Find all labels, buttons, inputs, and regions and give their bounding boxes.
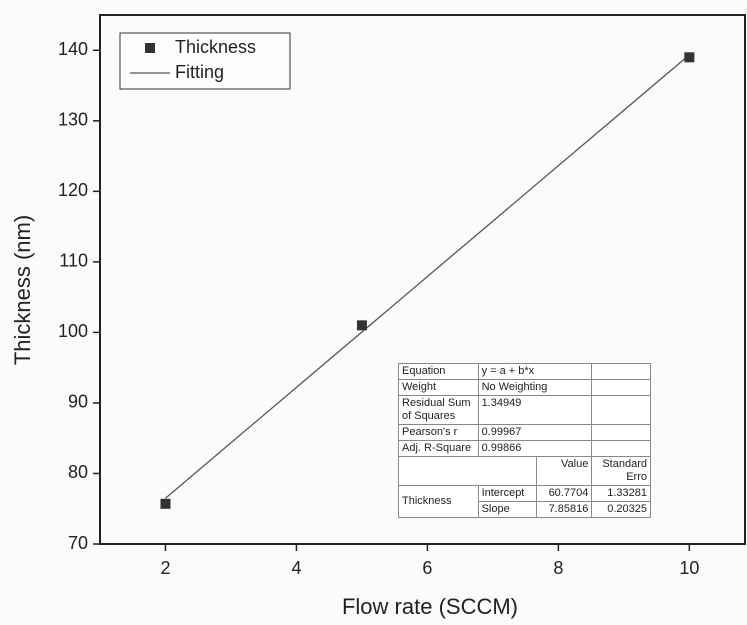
table-cell [592,425,651,441]
data-point [160,499,170,509]
table-cell: Weight [399,380,479,396]
legend-label: Fitting [175,62,224,82]
data-point [357,320,367,330]
table-cell [592,364,651,380]
table-cell: Slope [478,502,537,518]
table-cell [592,441,651,457]
x-tick-label: 6 [422,558,432,578]
table-cell: y = a + b*x [478,364,592,380]
x-axis-label: Flow rate (SCCM) [342,594,518,619]
x-tick-label: 4 [291,558,301,578]
table-cell: 1.34949 [478,396,592,425]
table-cell: Intercept [478,486,537,502]
table-cell: Equation [399,364,479,380]
table-cell: 0.20325 [592,502,651,518]
y-tick-label: 70 [68,533,88,553]
table-cell: Standard Erro [592,457,651,486]
x-tick-label: 10 [679,558,699,578]
table-cell: No Weighting [478,380,592,396]
y-tick-label: 80 [68,462,88,482]
y-tick-label: 90 [68,392,88,412]
table-cell: Value [537,457,592,486]
table-cell: Thickness [399,486,479,518]
table-cell [592,396,651,425]
y-axis-label: Thickness (nm) [10,215,35,365]
x-tick-label: 2 [160,558,170,578]
y-tick-label: 110 [59,251,88,271]
table-cell: Pearson's r [399,425,479,441]
table-cell: 0.99967 [478,425,592,441]
y-tick-label: 120 [58,180,88,200]
table-cell: 1.33281 [592,486,651,502]
table-cell [592,380,651,396]
table-cell: Adj. R-Square [399,441,479,457]
table-cell: 7.85816 [537,502,592,518]
data-point [684,52,694,62]
table-cell: Residual Sum of Squares [399,396,479,425]
table-cell: 0.99866 [478,441,592,457]
table-cell [399,457,537,486]
y-tick-label: 130 [58,110,88,130]
legend-symbol [145,43,155,53]
table-cell: 60.7704 [537,486,592,502]
y-tick-label: 140 [58,39,88,59]
legend-label: Thickness [175,37,256,57]
chart: Flow rate (SCCM) Thickness (nm) 70 80 90 10… [0,0,747,625]
page: Flow rate (SCCM) Thickness (nm) 70 80 90 10… [0,0,747,625]
y-tick-label: 100 [58,321,88,341]
x-tick-label: 8 [553,558,563,578]
